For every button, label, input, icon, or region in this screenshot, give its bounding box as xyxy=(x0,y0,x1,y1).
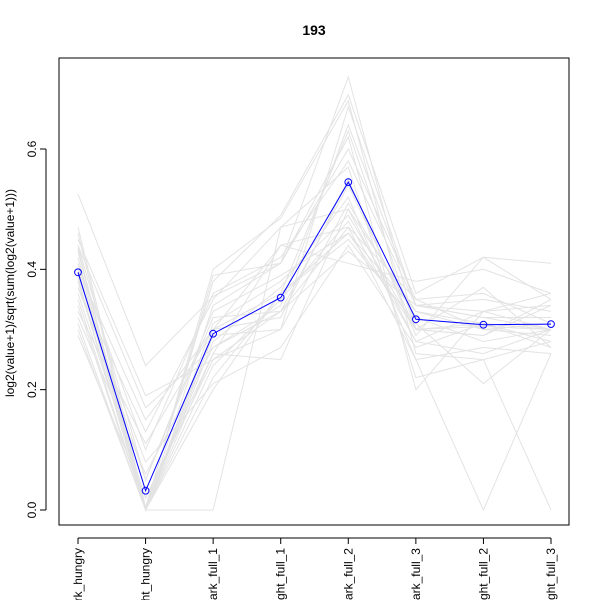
x-tick-label: dark_hungry xyxy=(71,548,85,600)
background-series-line xyxy=(77,238,552,512)
background-series-line xyxy=(77,105,552,397)
chart-title: 193 xyxy=(302,22,326,38)
background-series-line xyxy=(77,232,552,512)
highlight-point xyxy=(74,268,82,277)
background-series-line xyxy=(77,147,552,512)
x-tick-label: light_full_3 xyxy=(544,548,558,600)
background-series-line xyxy=(77,166,552,511)
y-axis-label: log2(value+1)/sqrt(sum(log2(value+1))) xyxy=(3,189,17,397)
x-tick-label: dark_full_3 xyxy=(409,548,423,600)
background-series-line xyxy=(77,226,552,476)
background-series-group xyxy=(77,75,552,512)
highlight-point xyxy=(547,320,555,329)
x-tick-label: light_full_2 xyxy=(476,548,490,600)
background-series-line xyxy=(77,183,552,482)
background-series-line xyxy=(77,196,552,512)
axes-group: 0.0 0.2 0.4 0.6 dark_hungry light_hungry dark_… xyxy=(25,140,558,605)
y-tick-label: 0.0 xyxy=(25,501,39,518)
background-series-line xyxy=(77,75,552,367)
y-tick-label: 0.6 xyxy=(25,140,39,157)
highlight-point xyxy=(276,293,285,302)
y-tick-label: 0.2 xyxy=(25,381,39,398)
background-series-line xyxy=(77,93,552,509)
highlight-series-line xyxy=(77,181,552,493)
background-series-line xyxy=(77,99,552,512)
background-series-line xyxy=(77,208,552,500)
highlight-point xyxy=(209,329,218,338)
background-series-line xyxy=(77,226,552,445)
background-series-line xyxy=(77,129,552,512)
highlight-series-group xyxy=(74,178,555,495)
background-series-line xyxy=(77,250,552,500)
background-series-line xyxy=(77,160,552,452)
x-tick-label: dark_full_2 xyxy=(341,548,355,600)
background-series-line xyxy=(77,208,552,433)
plot-frame xyxy=(58,57,570,526)
x-tick-label: dark_full_1 xyxy=(206,548,220,600)
highlight-point xyxy=(412,315,420,324)
background-series-line xyxy=(77,244,552,512)
highlight-point xyxy=(344,178,353,187)
x-tick-label: light_hungry xyxy=(139,548,153,600)
background-series-line xyxy=(77,244,552,463)
highlight-point xyxy=(141,486,150,495)
y-tick-label: 0.4 xyxy=(25,261,39,278)
background-series-line xyxy=(77,220,552,512)
x-tick-label: light_full_1 xyxy=(274,548,288,600)
highlight-point xyxy=(479,320,488,329)
